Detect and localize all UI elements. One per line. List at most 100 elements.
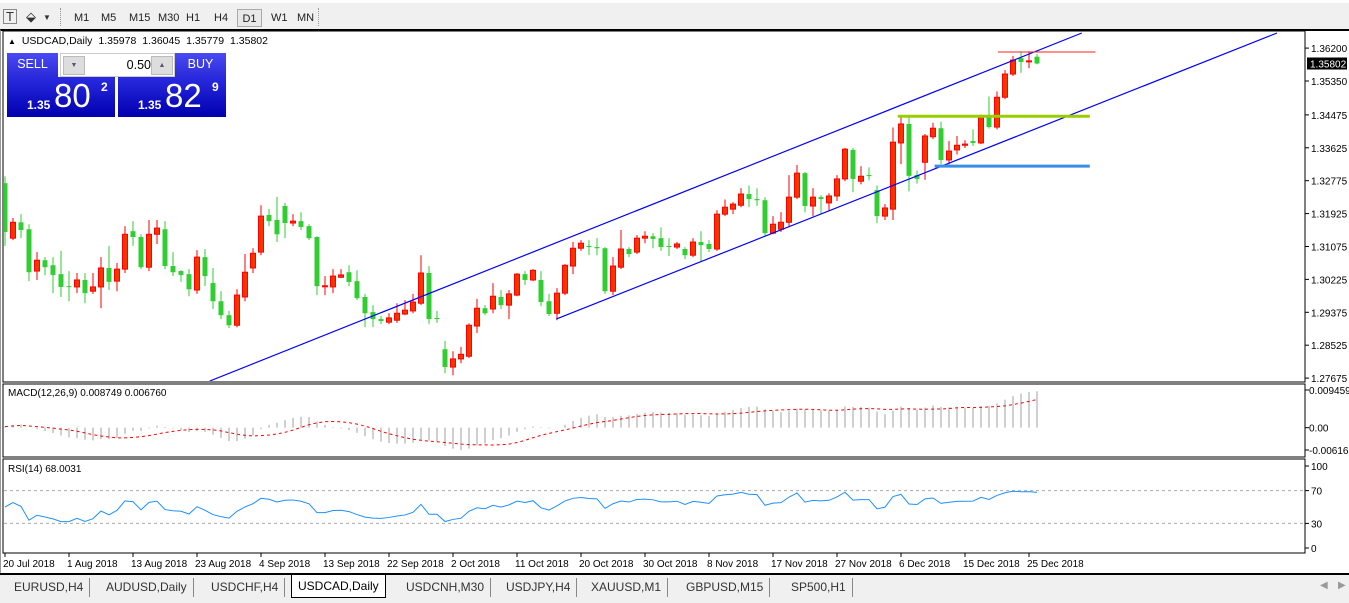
candle: [882, 204, 888, 220]
candle-body: [522, 274, 528, 280]
buy-price-box[interactable]: 1.35 82 9: [118, 77, 226, 117]
candle-body: [4, 183, 8, 232]
timeframe-m15[interactable]: M15: [129, 12, 151, 24]
price-tick-label: 1.31925: [1311, 210, 1348, 221]
candle-body: [874, 190, 880, 217]
tab-usdjpy-h4[interactable]: USDJPY,H4: [500, 578, 578, 597]
chart-window[interactable]: [0, 29, 1349, 573]
candle: [618, 230, 624, 270]
candle-body: [626, 249, 632, 255]
candle-body: [986, 117, 992, 128]
tab-eurusd-h4[interactable]: EURUSD,H4: [8, 578, 91, 597]
candle: [242, 254, 248, 302]
candle: [330, 269, 336, 294]
candle: [706, 240, 712, 253]
candle-body: [122, 233, 128, 270]
candle-body: [146, 233, 152, 268]
macd-tick-label: 0.009459: [1309, 386, 1349, 397]
timeframe-m1[interactable]: M1: [74, 12, 90, 24]
tab-xauusd-m1[interactable]: XAUUSD,M1: [585, 578, 669, 597]
tab-sp500-h1[interactable]: SP500,H1: [785, 578, 853, 597]
date-tick-label: 1 Aug 2018: [67, 559, 118, 570]
candle: [338, 269, 344, 279]
candle: [634, 235, 640, 255]
candle: [442, 340, 448, 374]
chevron-down-icon[interactable]: ▼: [43, 13, 51, 22]
toolbar: T ⬙ ▼ M1 M5 M15 M30 H1 H4 D1 W1 MN: [0, 0, 1349, 29]
tab-usdcnh-m30[interactable]: USDCNH,M30: [400, 578, 492, 597]
buy-price-prefix: 1.35: [138, 98, 162, 112]
lot-size-input[interactable]: [85, 55, 153, 75]
lot-increase-icon[interactable]: ▲: [151, 56, 173, 75]
candle-body: [362, 297, 368, 314]
timeframe-mn[interactable]: MN: [297, 12, 315, 24]
candle-body: [690, 241, 696, 256]
candle-body: [674, 243, 680, 248]
lot-decrease-icon[interactable]: ▼: [63, 56, 85, 75]
buy-button[interactable]: BUY: [175, 53, 226, 78]
timeframe-d1[interactable]: D1: [237, 9, 262, 27]
lot-size-stepper: ▼ ▲: [60, 53, 175, 77]
sell-price-box[interactable]: 1.35 80 2: [7, 77, 115, 117]
timeframe-m30[interactable]: M30: [158, 12, 180, 24]
candle-body: [346, 272, 352, 282]
candle: [194, 250, 200, 294]
timeframe-h1[interactable]: H1: [186, 12, 201, 24]
candle: [682, 247, 688, 260]
arrows-tool-icon[interactable]: ⬙: [26, 9, 36, 24]
candle-body: [1002, 73, 1008, 98]
candle-body: [154, 227, 160, 235]
candle-body: [546, 301, 552, 315]
candle: [746, 185, 752, 208]
candle: [530, 269, 536, 282]
candle: [458, 346, 464, 364]
price-tick-label: 1.33625: [1311, 144, 1348, 155]
candle-body: [930, 127, 936, 138]
rsi-tick-label: 100: [1311, 462, 1328, 473]
candle-body: [138, 237, 144, 268]
scroll-right-icon[interactable]: ▶: [1338, 580, 1346, 591]
timeframe-m5[interactable]: M5: [101, 12, 117, 24]
candle-body: [730, 203, 736, 210]
date-tick-label: 11 Oct 2018: [515, 559, 569, 570]
candle: [18, 214, 24, 239]
scroll-left-icon[interactable]: ◀: [1320, 580, 1328, 591]
candle: [946, 141, 952, 165]
tab-audusd-daily[interactable]: AUDUSD,Daily: [100, 578, 194, 597]
candle-body: [266, 214, 272, 222]
candle: [730, 202, 736, 215]
text-tool-icon[interactable]: T: [3, 9, 17, 24]
collapse-triangle-icon[interactable]: ▲: [8, 37, 16, 46]
candle-body: [954, 144, 960, 151]
timeframe-h4[interactable]: H4: [214, 12, 229, 24]
date-tick-label: 23 Aug 2018: [195, 559, 252, 570]
timeframe-w1[interactable]: W1: [271, 12, 288, 24]
current-price-marker: [1307, 57, 1347, 70]
tab-usdchf-h4[interactable]: USDCHF,H4: [205, 578, 286, 597]
candle-body: [402, 309, 408, 315]
candle: [346, 265, 352, 287]
candle: [826, 193, 832, 212]
candle-body: [34, 259, 40, 272]
candle: [858, 166, 864, 185]
candle: [90, 273, 96, 294]
macd-panel-frame: [2, 383, 1306, 458]
date-tick-label: 30 Oct 2018: [643, 559, 698, 570]
candle: [626, 247, 632, 258]
candle-body: [306, 226, 312, 239]
tab-gbpusd-m15[interactable]: GBPUSD,M15: [680, 578, 771, 597]
tab-usdcad-daily[interactable]: USDCAD,Daily: [291, 575, 386, 598]
candle-body: [298, 221, 304, 227]
candle-body: [258, 215, 264, 253]
sell-button[interactable]: SELL: [7, 53, 58, 78]
chart-header: ▲ USDCAD,Daily 1.35978 1.36045 1.35779 1…: [8, 35, 271, 47]
candle: [770, 216, 776, 235]
candle: [170, 252, 176, 277]
date-tick-label: 6 Dec 2018: [899, 559, 951, 570]
candle: [970, 129, 976, 147]
candle-body: [570, 247, 576, 267]
candle: [290, 214, 296, 227]
candle: [250, 248, 256, 273]
candle-body: [554, 292, 560, 314]
